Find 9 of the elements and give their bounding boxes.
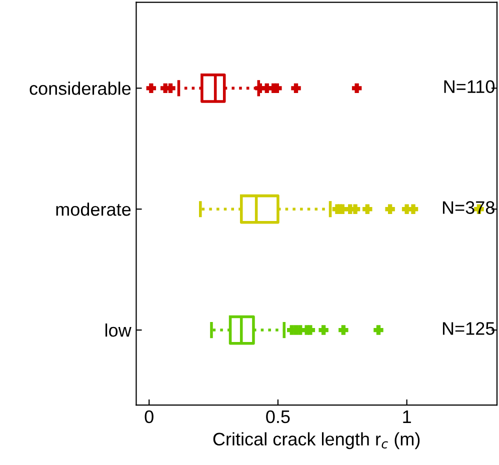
x-tick-label: 1 (403, 410, 411, 423)
annotation: N=110 (444, 80, 494, 94)
x-tick-label: 0 (144, 410, 154, 424)
x-tick-label: 0.5 (266, 410, 290, 424)
annotation: N=125 (442, 322, 494, 335)
y-tick-label: low (105, 323, 132, 337)
x-axis-title: Critical crack length r$_{c}$ (m) (213, 432, 420, 450)
y-tick-label: moderate (56, 202, 131, 216)
y-tick-label: considerable (30, 82, 131, 95)
